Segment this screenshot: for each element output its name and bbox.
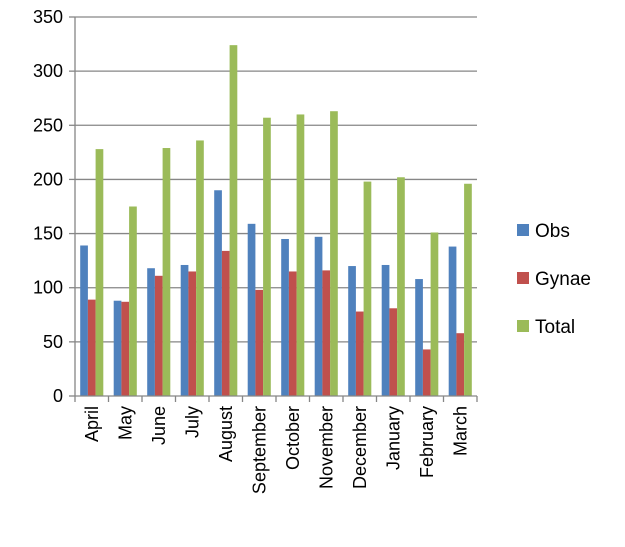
- x-tick-label: December: [350, 406, 370, 489]
- y-tick-label: 150: [33, 224, 63, 244]
- x-tick-label: August: [216, 406, 236, 462]
- x-tick-label: October: [283, 406, 303, 470]
- bar-total-december: [363, 181, 372, 396]
- bar-total-march: [464, 183, 472, 396]
- legend-label-gynae: Gynae: [535, 269, 591, 290]
- bar-total-april: [95, 149, 104, 396]
- bar-gynae-november: [322, 270, 331, 396]
- bar-total-june: [162, 148, 171, 396]
- bar-total-january: [397, 177, 405, 396]
- bar-obs-march: [448, 246, 457, 396]
- bar-gynae-august: [221, 250, 230, 396]
- bar-total-october: [296, 114, 305, 396]
- axes: [69, 16, 478, 402]
- bar-obs-november: [314, 236, 323, 396]
- y-tick-label: 250: [33, 115, 63, 135]
- bar-gynae-may: [121, 301, 130, 396]
- bar-gynae-march: [456, 333, 465, 396]
- x-tick-label: May: [115, 406, 135, 440]
- legend-label-obs: Obs: [535, 221, 570, 242]
- bar-obs-august: [214, 190, 222, 396]
- tick-labels: 0 50 100 150 200 250 300 350 April May June July Aug…: [33, 7, 470, 494]
- bar-obs-september: [247, 223, 256, 396]
- bar-gynae-february: [422, 349, 431, 396]
- x-tick-label: November: [316, 406, 336, 489]
- y-tick-label: 0: [53, 386, 63, 406]
- bar-total-september: [263, 117, 271, 396]
- bar-obs-december: [348, 266, 356, 396]
- bar-obs-june: [147, 268, 155, 396]
- bar-obs-april: [80, 245, 88, 396]
- legend-swatch-total: [517, 320, 529, 332]
- bar-gynae-july: [188, 271, 197, 396]
- legend-swatch-obs: [517, 224, 529, 236]
- bar-total-may: [129, 206, 137, 396]
- x-tick-label: March: [450, 406, 470, 456]
- bar-total-november: [330, 111, 338, 397]
- bar-obs-january: [381, 264, 390, 396]
- x-tick-label: April: [82, 406, 102, 442]
- legend: Obs Gynae Total: [517, 221, 591, 338]
- bar-gynae-september: [255, 289, 264, 396]
- x-tick-label: September: [249, 406, 269, 494]
- bar-gynae-april: [87, 299, 96, 396]
- bar-gynae-october: [288, 271, 297, 396]
- legend-label-total: Total: [535, 317, 575, 338]
- gridlines: [75, 16, 477, 343]
- bars: [80, 45, 472, 397]
- bar-total-august: [229, 45, 238, 396]
- bar-obs-february: [415, 279, 423, 396]
- legend-swatch-gynae: [517, 272, 529, 284]
- bar-obs-july: [180, 264, 189, 396]
- x-tick-label: July: [182, 406, 202, 438]
- x-tick-label: January: [383, 406, 403, 470]
- y-tick-label: 300: [33, 61, 63, 81]
- bar-total-july: [196, 140, 204, 396]
- bar-gynae-january: [389, 308, 398, 396]
- bar-obs-october: [281, 238, 289, 396]
- bar-total-february: [430, 232, 439, 396]
- y-tick-label: 350: [33, 7, 63, 27]
- bar-obs-may: [113, 300, 122, 396]
- y-tick-label: 200: [33, 169, 63, 189]
- bar-gynae-december: [355, 311, 364, 396]
- bar-gynae-june: [154, 275, 163, 396]
- x-tick-label: February: [417, 406, 437, 478]
- y-tick-label: 100: [33, 278, 63, 298]
- y-tick-label: 50: [43, 332, 63, 352]
- x-tick-label: June: [149, 406, 169, 445]
